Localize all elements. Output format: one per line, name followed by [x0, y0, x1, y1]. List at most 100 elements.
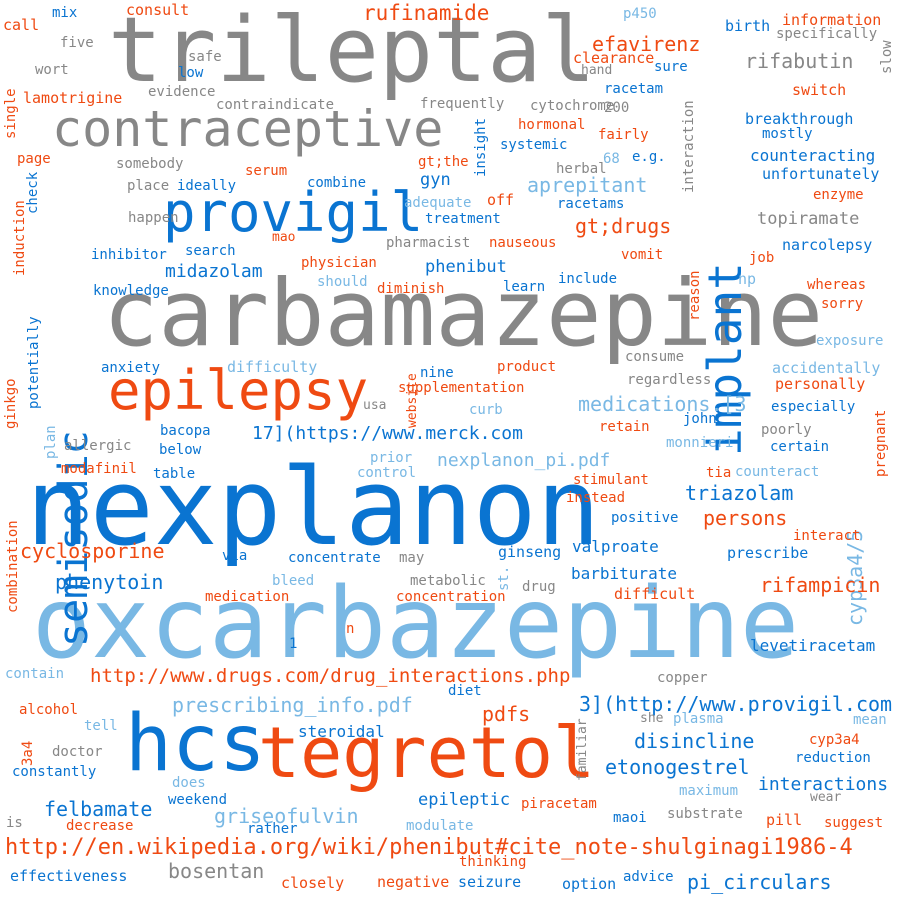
word-may: may	[399, 550, 425, 566]
word-knowledge: knowledge	[93, 283, 169, 299]
word-drug: drug	[522, 579, 556, 595]
word-bosentan: bosentan	[168, 859, 265, 883]
word-diminish: diminish	[377, 281, 445, 297]
word-systemic: systemic	[500, 137, 568, 153]
word-slow: slow	[879, 39, 895, 74]
word-should: should	[317, 274, 368, 290]
word-trileptal: trileptal	[108, 0, 596, 103]
word-concentrate: concentrate	[288, 550, 381, 566]
word-check: check	[25, 171, 41, 215]
word-breakthrough: breakthrough	[745, 110, 854, 128]
word-medication: medication	[205, 589, 290, 605]
word-reduction: reduction	[795, 750, 871, 766]
word-sorry: sorry	[821, 296, 864, 312]
word-pdfs: pdfs	[482, 702, 531, 726]
word-disincline: disincline	[634, 729, 755, 753]
word-nauseous: nauseous	[489, 235, 557, 251]
word-product: product	[497, 359, 557, 375]
word-negative: negative	[377, 873, 450, 891]
word-diet: diet	[448, 683, 482, 699]
word-mean: mean	[853, 712, 887, 728]
word-difficult: difficult	[614, 585, 696, 603]
word-mostly: mostly	[762, 126, 813, 142]
word-call: call	[3, 16, 40, 34]
word-substrate: substrate	[667, 806, 743, 822]
word-include: include	[558, 271, 618, 287]
word-maximum: maximum	[679, 783, 739, 799]
word-prior: prior	[370, 450, 413, 466]
word-valproate: valproate	[572, 537, 659, 556]
word-below: below	[159, 442, 202, 458]
word-whereas: whereas	[807, 277, 867, 293]
word-hcs: hcs	[125, 699, 266, 789]
word-68: 68	[603, 151, 620, 167]
word-gyn: gyn	[420, 170, 451, 190]
word-adequate: adequate	[404, 195, 472, 211]
word-concentration: concentration	[396, 589, 506, 605]
word-lamotrigine: lamotrigine	[23, 89, 123, 107]
word-single: single	[3, 87, 19, 139]
word-birth: birth	[725, 17, 771, 35]
word-ginseng: ginseng	[498, 543, 562, 561]
word-physician: physician	[301, 255, 377, 271]
word-herbal: herbal	[556, 161, 607, 177]
word-supplementation: supplementation	[398, 380, 525, 396]
word-plasma: plasma	[673, 711, 724, 727]
word-happen: happen	[128, 210, 179, 226]
word-five: five	[60, 35, 94, 51]
word-information: information	[782, 11, 882, 29]
word-off: off	[487, 191, 515, 209]
word-decrease: decrease	[66, 818, 134, 834]
word-low: low	[178, 65, 204, 81]
word-vomit: vomit	[621, 247, 664, 263]
word-persons: persons	[703, 506, 788, 530]
word-fairly: fairly	[598, 127, 649, 143]
word-pharmacist: pharmacist	[386, 235, 471, 251]
word-interaction: interaction	[681, 99, 697, 193]
word-contraceptive: contraceptive	[52, 100, 444, 158]
word-carbamazepine: carbamazepine	[103, 260, 824, 367]
word-modafinil: modafinil	[61, 461, 137, 477]
word-constantly: constantly	[12, 764, 97, 780]
word-regardless: regardless	[627, 372, 712, 388]
word-clearance: clearance	[573, 49, 655, 67]
word-counteracting: counteracting	[750, 146, 876, 165]
word-somebody: somebody	[116, 156, 184, 172]
word-http-www-drugs-com-drug-interactions-php: http://www.drugs.com/drug_interactions.p…	[90, 665, 571, 687]
word-rather: rather	[247, 821, 298, 837]
word-tegretol: tegretol	[258, 712, 596, 794]
word-alcohol: alcohol	[19, 702, 79, 718]
word-sure: sure	[654, 59, 688, 75]
word-website: website	[405, 372, 420, 428]
word-usa: usa	[363, 398, 387, 413]
word-is: is	[6, 815, 23, 831]
word-option: option	[562, 875, 617, 893]
word-stimulant: stimulant	[573, 472, 649, 488]
word-difficulty: difficulty	[227, 358, 318, 376]
word-table: table	[153, 466, 196, 482]
word-provigil: provigil	[163, 181, 424, 244]
word-safe: safe	[188, 49, 222, 65]
word-topiramate: topiramate	[757, 209, 860, 229]
word-thinking: thinking	[459, 854, 527, 870]
word-instead: instead	[566, 490, 626, 506]
word-personally: personally	[775, 375, 866, 393]
word-200: 200	[604, 100, 630, 116]
word-racetam: racetam	[604, 81, 664, 97]
word-learn: learn	[503, 279, 546, 295]
word-3-http-www-provigil-com: 3](http://www.provigil.com	[579, 692, 893, 716]
word-medications-3: medications.[3	[578, 392, 747, 416]
word-poorly: poorly	[761, 422, 812, 438]
word-mix: mix	[52, 5, 78, 21]
word-n: n	[346, 621, 355, 637]
word-felbamate: felbamate	[44, 797, 153, 821]
word-levetiracetam: levetiracetam	[750, 636, 876, 655]
word-she: she	[640, 711, 664, 726]
word-combination: combination	[5, 519, 21, 613]
word-gt-drugs: gt;drugs	[575, 214, 672, 238]
word-job: job	[749, 250, 775, 266]
word-contraindicate: contraindicate	[216, 97, 335, 113]
word-mao: mao	[272, 230, 296, 245]
word-e-g: e.g.	[632, 149, 666, 165]
word-phenibut: phenibut	[425, 257, 507, 277]
